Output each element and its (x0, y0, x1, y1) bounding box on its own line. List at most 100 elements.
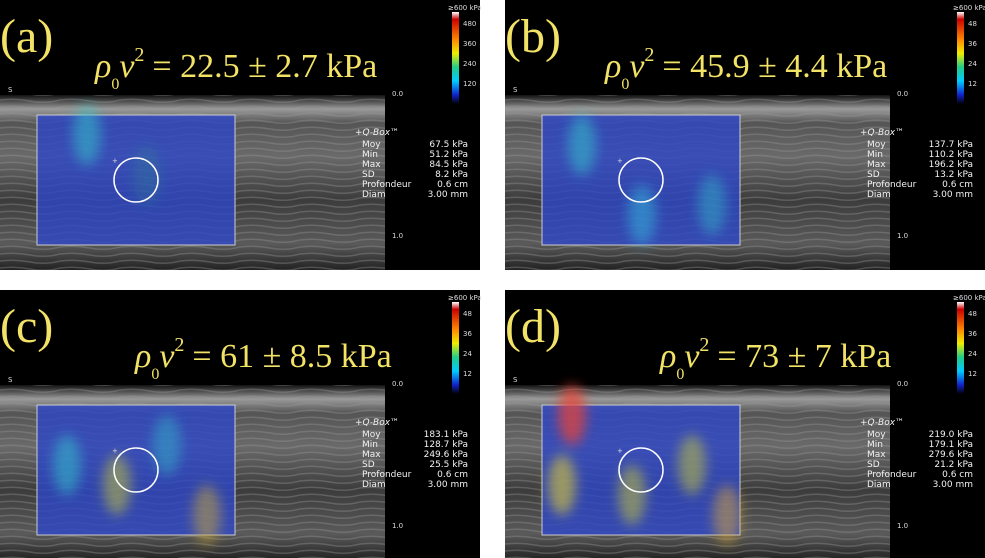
elasticity-patch (678, 435, 706, 495)
qbox-title: +Q-Box™ (860, 418, 904, 428)
qbox-key: SD (362, 460, 375, 470)
qbox-key: Moy (362, 140, 381, 150)
elasticity-patch (698, 175, 726, 235)
formula-rho: ρ (94, 48, 111, 85)
qbox-value: 51.2 kPa (429, 150, 468, 160)
elasticity-box (36, 114, 236, 246)
qbox-title: +Q-Box™ (355, 418, 399, 428)
panel-label: (a) (0, 10, 53, 63)
depth-tick: 0.0 (897, 90, 908, 98)
elasticity-patch (628, 185, 656, 245)
qbox-key: Max (362, 160, 381, 170)
qbox-key: Max (867, 160, 886, 170)
formula-sub: 0 (676, 366, 684, 383)
qbox-key: Min (867, 150, 883, 160)
formula-v: v (159, 338, 175, 375)
depth-tick: 0.0 (392, 380, 403, 388)
elasticity-patches (53, 415, 221, 545)
color-bar-title: ≥600 kPa (953, 4, 985, 12)
depth-tick: 1.0 (897, 232, 908, 240)
qbox-value: 3.00 mm (428, 190, 468, 200)
qbox-value: 128.7 kPa (424, 440, 468, 450)
qbox-key: Profondeur (867, 180, 917, 190)
qbox-value: 137.7 kPa (929, 140, 973, 150)
qbox-key: Max (867, 450, 886, 460)
formula-rho: ρ (659, 338, 676, 375)
panel-label: (c) (0, 300, 53, 353)
color-bar-tick: 240 (463, 60, 476, 68)
qbox-value: 0.6 cm (437, 180, 468, 190)
elasticity-patch (558, 385, 586, 445)
qbox-key: Diam (362, 480, 386, 490)
cursor-mark: + (112, 447, 118, 455)
color-bar-tick: 480 (463, 20, 476, 28)
color-bar (452, 302, 459, 394)
qbox-value: 219.0 kPa (929, 430, 973, 440)
qbox-key: Profondeur (362, 470, 412, 480)
color-bar-tick: 120 (463, 80, 476, 88)
qbox-key: SD (867, 170, 880, 180)
elasticity-patch (133, 145, 161, 205)
depth-tick: 0.0 (392, 90, 403, 98)
qbox-key: Profondeur (867, 470, 917, 480)
depth-tick: 1.0 (392, 232, 403, 240)
color-bar-tick: 12 (968, 370, 977, 378)
formula: ρ0v2 = 61 ± 8.5 kPa (134, 334, 392, 383)
qbox-value: 84.5 kPa (429, 160, 468, 170)
color-bar-tick: 36 (968, 330, 977, 338)
formula-v: v (629, 48, 645, 85)
qbox-key: Max (362, 450, 381, 460)
qbox-key: SD (362, 170, 375, 180)
color-bar-tick: 360 (463, 40, 476, 48)
cursor-mark: + (617, 157, 623, 165)
color-bar-tick: 24 (968, 60, 977, 68)
qbox-key: Min (362, 440, 378, 450)
roi-circle (618, 157, 664, 203)
panel: + S (d) ρ0v2 = 73 ± 7 kPa ≥600 kPa 48 36 24 12 0.0… (505, 290, 985, 558)
qbox-value: 179.1 kPa (929, 440, 973, 450)
qbox-value: 249.6 kPa (424, 450, 468, 460)
qbox-value: 110.2 kPa (929, 150, 973, 160)
qbox-value: 279.6 kPa (929, 450, 973, 460)
depth-tick: 1.0 (392, 522, 403, 530)
color-bar-tick: 24 (463, 350, 472, 358)
formula-sub: 0 (111, 76, 119, 93)
qbox-value: 0.6 cm (437, 470, 468, 480)
formula-sup: 2 (699, 334, 709, 356)
probe-marker: S (8, 86, 13, 94)
elasticity-patch (618, 465, 646, 525)
elasticity-patch (568, 115, 596, 175)
probe-marker: S (513, 86, 518, 94)
qbox-value: 21.2 kPa (934, 460, 973, 470)
qbox-value: 0.6 cm (942, 470, 973, 480)
roi-circle (113, 157, 159, 203)
elasticity-patch (103, 455, 131, 515)
cursor-mark: + (617, 447, 623, 455)
qbox-key: Diam (362, 190, 386, 200)
elasticity-patches (548, 385, 741, 545)
formula-sup: 2 (644, 44, 654, 66)
elasticity-patch (53, 435, 81, 495)
qbox-title: +Q-Box™ (860, 128, 904, 138)
color-bar (957, 302, 964, 394)
qbox-value: 196.2 kPa (929, 160, 973, 170)
color-bar-title: ≥600 kPa (953, 294, 985, 302)
formula-rhs: = 61 ± 8.5 kPa (192, 338, 391, 375)
color-bar-tick: 48 (968, 20, 977, 28)
qbox-value: 3.00 mm (428, 480, 468, 490)
probe-marker: S (513, 376, 518, 384)
qbox-key: Moy (362, 430, 381, 440)
color-bar-tick: 12 (463, 370, 472, 378)
formula: ρ0v2 = 22.5 ± 2.7 kPa (94, 44, 377, 93)
qbox-title: +Q-Box™ (355, 128, 399, 138)
color-bar-tick: 36 (463, 330, 472, 338)
elasticity-patch (153, 415, 181, 475)
formula-rhs: = 45.9 ± 4.4 kPa (662, 48, 887, 85)
color-bar-tick: 12 (968, 80, 977, 88)
qbox-value: 0.6 cm (942, 180, 973, 190)
formula-v: v (684, 338, 700, 375)
panel: + S (a) ρ0v2 = 22.5 ± 2.7 kPa ≥600 kPa 480 360 2… (0, 0, 482, 270)
color-bar (452, 12, 459, 104)
formula-rho: ρ (134, 338, 151, 375)
